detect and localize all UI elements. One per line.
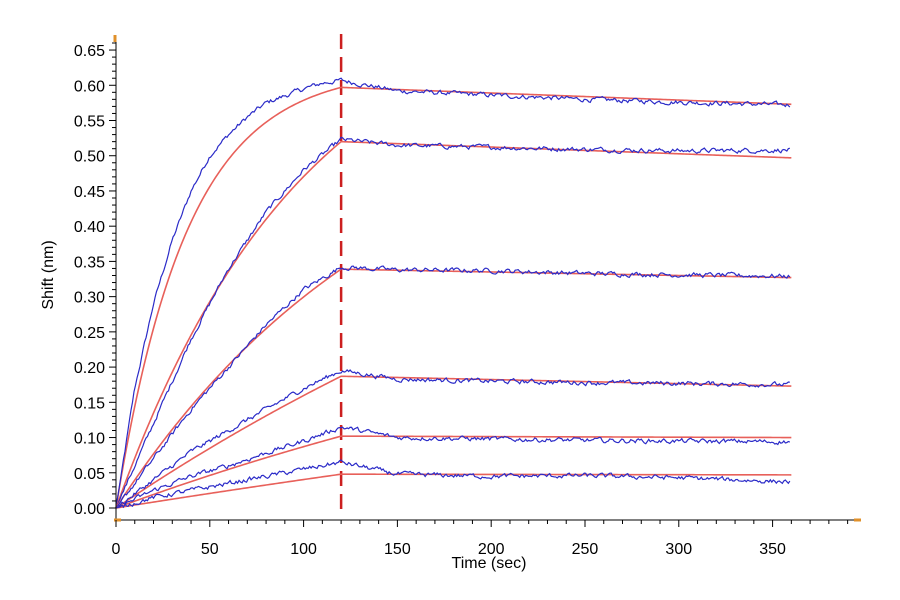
data-curve-3: [115, 265, 791, 509]
x-tick-label: 350: [759, 541, 786, 558]
x-tick-label: 200: [478, 541, 505, 558]
y-tick-label: 0.05: [74, 466, 105, 483]
fit-curve-1: [115, 86, 792, 509]
y-tick-label: 0.60: [74, 78, 105, 95]
y-tick-label: 0.45: [74, 184, 105, 201]
data-curve-2: [115, 136, 791, 509]
fit-curve-5: [115, 435, 792, 509]
y-tick-label: 0.40: [74, 219, 105, 236]
data-curve-4: [115, 368, 790, 509]
y-axis-title: Shift (nm): [40, 240, 57, 309]
fit-curve-6: [115, 473, 792, 509]
x-tick-label: 300: [665, 541, 692, 558]
y-tick-label: 0.20: [74, 360, 105, 377]
data-curve-6: [115, 459, 791, 509]
fit-curve-2: [115, 140, 792, 509]
y-tick-label: 0.65: [74, 43, 105, 60]
y-tick-label: 0.30: [74, 290, 105, 307]
axes: 0.00 0.05 0.10 0.15 0.20 0.25 0.30 0.35 0.40 0.45…: [74, 35, 861, 558]
y-tick-label: 0.15: [74, 395, 105, 412]
y-tick-label: 0.50: [74, 149, 105, 166]
x-tick-label: 100: [290, 541, 317, 558]
data-curve-1: [115, 77, 791, 509]
y-tick-label: 0.25: [74, 325, 105, 342]
x-tick-label: 0: [112, 541, 121, 558]
y-tick-label: 0.10: [74, 431, 105, 448]
fit-curve-4: [115, 375, 792, 509]
x-axis-title: Time (sec): [452, 555, 527, 572]
x-tick-label: 50: [201, 541, 219, 558]
x-tick-label: 250: [572, 541, 599, 558]
fit-curve-3: [115, 268, 792, 509]
data-curve-5: [115, 426, 791, 509]
sensorgram-curves: [115, 34, 792, 513]
y-tick-label: 0.55: [74, 114, 105, 131]
x-tick-label: 150: [384, 541, 411, 558]
y-tick-label: 0.35: [74, 254, 105, 271]
y-tick-label: 0.00: [74, 501, 105, 518]
